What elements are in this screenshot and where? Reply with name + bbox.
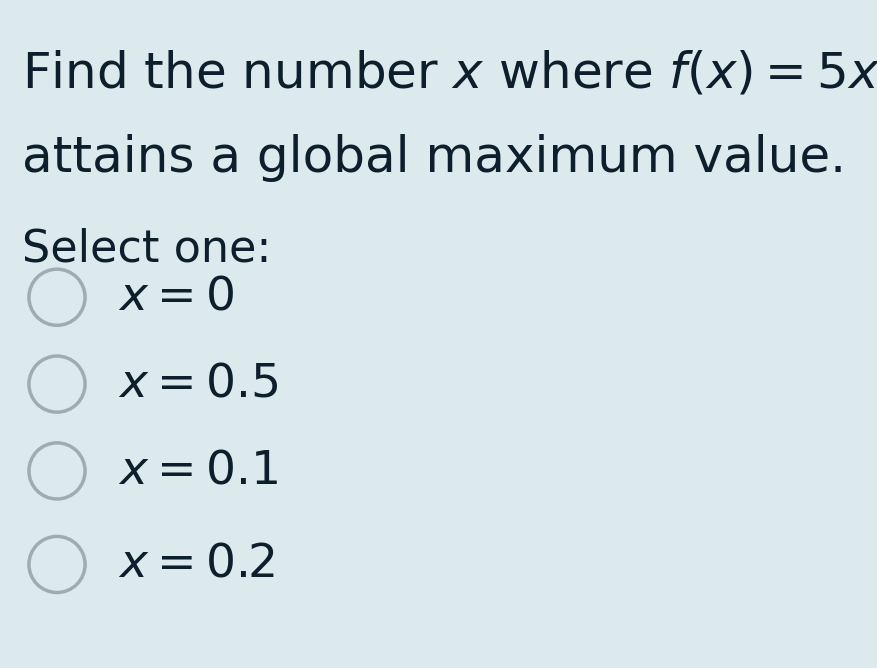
Text: attains a global maximum value.: attains a global maximum value. (22, 134, 846, 182)
Text: $x = 0.2$: $x = 0.2$ (118, 542, 275, 587)
Text: $x = 0$: $x = 0$ (118, 275, 234, 320)
Text: $x = 0.5$: $x = 0.5$ (118, 361, 279, 407)
Text: Find the number $x$ where $f(x) = 5xe^{-5x}$: Find the number $x$ where $f(x) = 5xe^{-… (22, 43, 877, 99)
Text: $x = 0.1$: $x = 0.1$ (118, 448, 278, 494)
Text: Select one:: Select one: (22, 227, 271, 270)
